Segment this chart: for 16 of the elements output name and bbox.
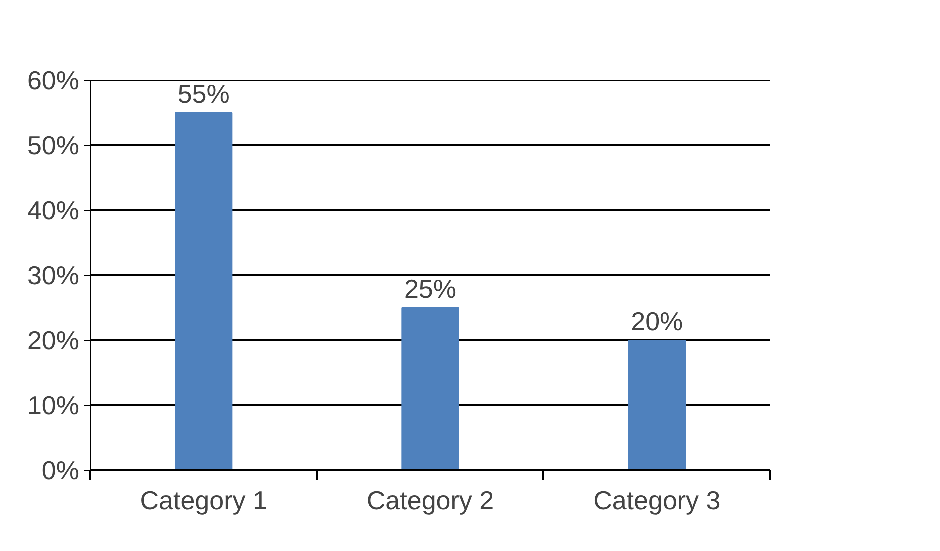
data-label: 20% — [631, 306, 684, 336]
y-tick-label: 30% — [27, 260, 80, 290]
x-tick-label: Category 1 — [140, 486, 268, 516]
bar — [402, 308, 460, 470]
y-tick-label: 50% — [27, 130, 80, 160]
data-label: 25% — [404, 274, 457, 304]
bar — [175, 112, 233, 470]
x-tick-label: Category 2 — [366, 486, 494, 516]
y-tick-label: 60% — [27, 66, 80, 96]
data-label: 55% — [178, 79, 230, 109]
x-tick-label: Category 3 — [594, 486, 721, 516]
y-tick-label: 40% — [27, 196, 80, 226]
bar — [628, 340, 686, 470]
y-tick-label: 0% — [42, 456, 80, 486]
y-tick-label: 10% — [27, 390, 80, 420]
y-tick-label: 20% — [27, 326, 80, 356]
